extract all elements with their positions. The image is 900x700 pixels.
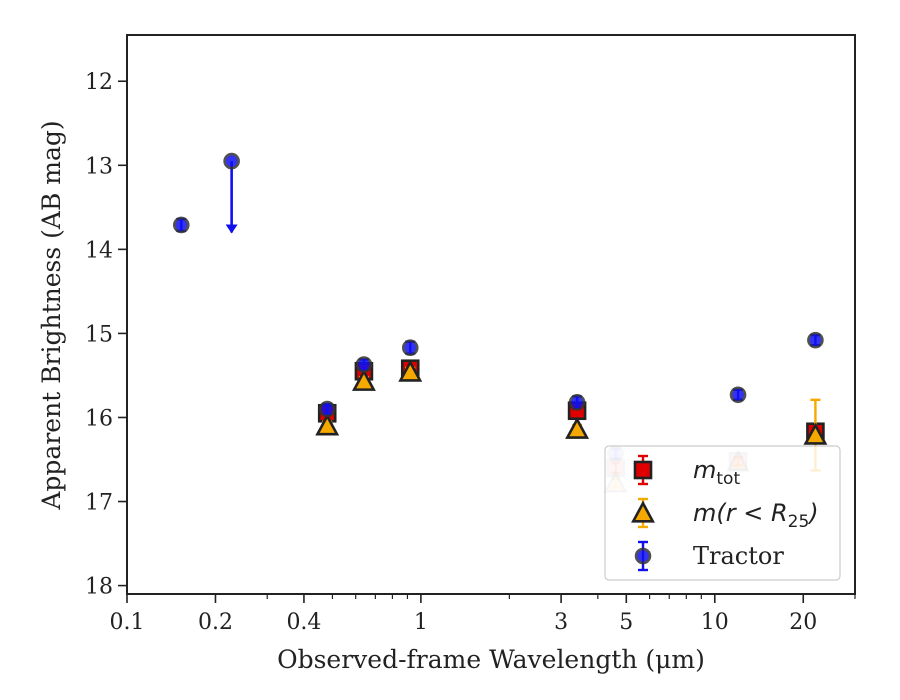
data-point <box>565 416 590 439</box>
data-point <box>568 394 586 411</box>
upper-limit-arrow <box>225 224 238 234</box>
y-axis-title: Apparent Brightness (AB mag) <box>37 120 66 510</box>
data-point <box>729 386 747 404</box>
y-tick-label: 12 <box>85 70 113 95</box>
circle-marker <box>172 216 190 234</box>
data-point <box>807 331 824 349</box>
triangle-marker <box>631 500 655 523</box>
y-tick-label: 17 <box>85 491 113 516</box>
legend-entry: Tractor <box>634 540 784 572</box>
circle-marker <box>318 400 336 418</box>
y-tick-label: 14 <box>85 238 113 263</box>
circle-marker <box>223 152 240 170</box>
data-point <box>401 339 419 357</box>
series-circle <box>172 152 824 462</box>
x-tick-label: 0.2 <box>198 610 233 635</box>
plot-frame <box>126 34 856 595</box>
y-tick-label: 18 <box>85 575 113 600</box>
data-point <box>318 400 336 418</box>
data-point <box>315 413 340 436</box>
circle-marker <box>568 394 586 411</box>
x-tick-label: 5 <box>619 610 633 635</box>
triangle-marker <box>803 422 828 445</box>
circle-marker <box>355 356 373 373</box>
legend-entry: mtot <box>633 454 740 489</box>
square-marker <box>633 460 653 480</box>
data-point <box>351 368 376 391</box>
y-tick-label: 13 <box>85 154 113 179</box>
legend-label: mtot <box>693 456 740 489</box>
x-tick-label: 10 <box>701 610 729 635</box>
data-point <box>223 152 240 234</box>
circle-marker <box>401 339 419 357</box>
data-point <box>355 356 373 373</box>
triangle-marker <box>398 359 423 382</box>
legend-box <box>604 445 841 581</box>
legend-label: Tractor <box>693 542 784 570</box>
legend: mtot m(r < R25) Tractor <box>604 445 841 581</box>
data-layer <box>172 152 828 493</box>
triangle-marker <box>315 413 340 436</box>
legend-label: m(r < R25) <box>693 499 819 532</box>
x-tick-label: 1 <box>414 610 428 635</box>
circle-marker <box>729 386 747 404</box>
legend-entry: m(r < R25) <box>631 497 819 532</box>
circle-marker <box>634 547 652 565</box>
triangle-marker <box>351 368 376 391</box>
x-axis-title: Observed-frame Wavelength (μm) <box>277 645 705 674</box>
y-tick-label: 15 <box>85 322 113 347</box>
data-point <box>172 216 190 234</box>
y-tick-label: 16 <box>85 406 113 431</box>
x-tick-label: 3 <box>554 610 568 635</box>
data-point <box>398 359 423 382</box>
x-tick-label: 0.1 <box>110 610 145 635</box>
x-tick-label: 0.4 <box>286 610 321 635</box>
triangle-marker <box>565 416 590 439</box>
x-tick-label: 20 <box>789 610 817 635</box>
circle-marker <box>807 331 824 349</box>
